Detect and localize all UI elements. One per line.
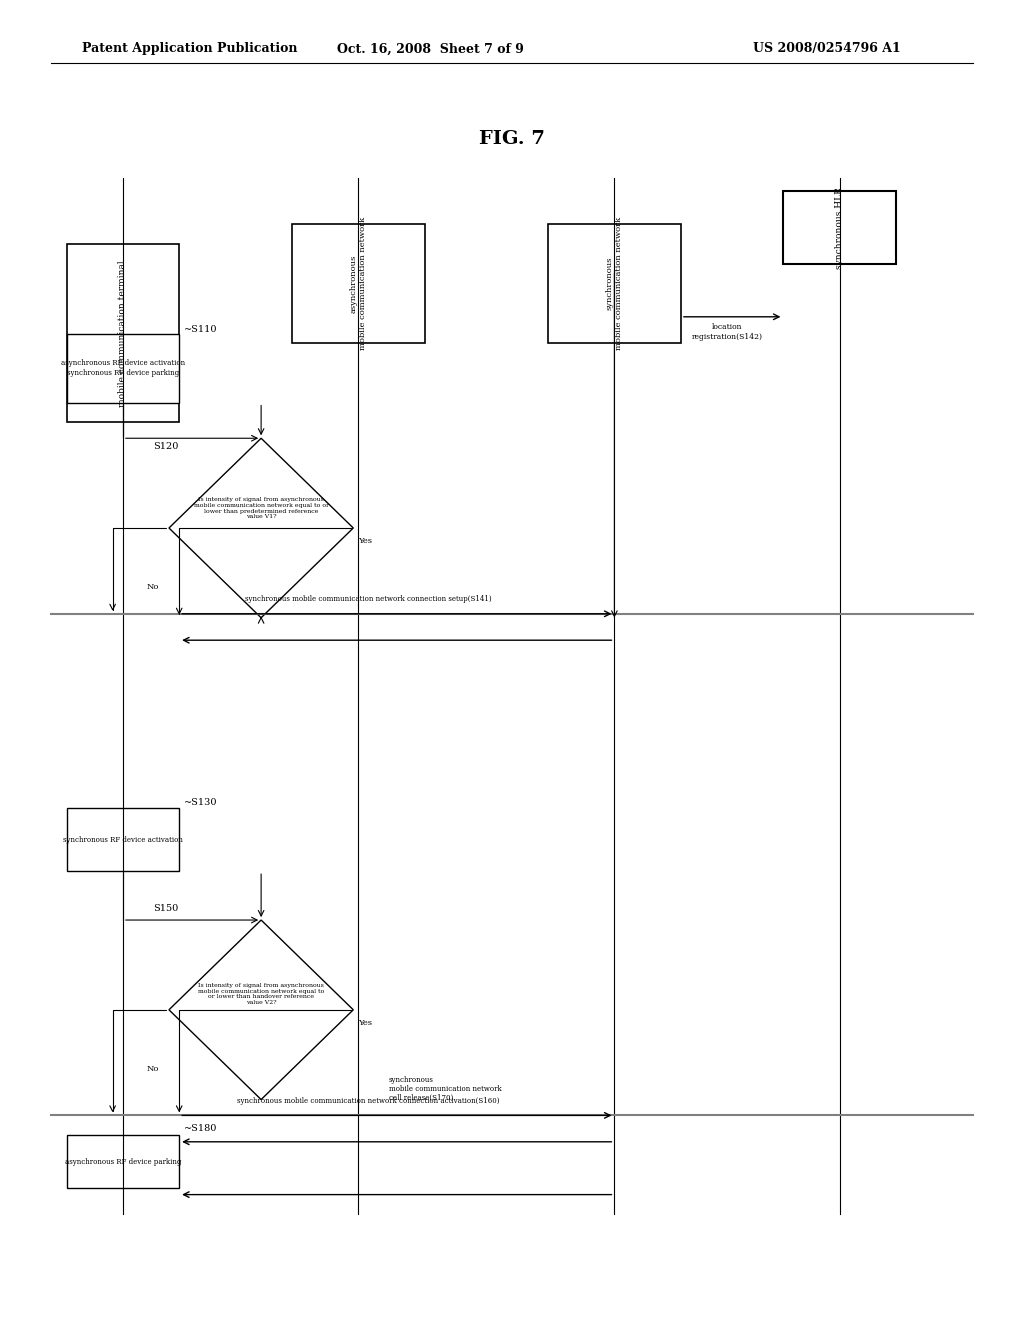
Text: Oct. 16, 2008  Sheet 7 of 9: Oct. 16, 2008 Sheet 7 of 9 — [337, 42, 523, 55]
Text: ~S130: ~S130 — [184, 799, 218, 807]
Text: synchronous RF device activation: synchronous RF device activation — [62, 836, 183, 843]
Text: synchronous mobile communication network connection setup(S141): synchronous mobile communication network… — [246, 595, 492, 603]
FancyBboxPatch shape — [67, 334, 179, 403]
Text: S120: S120 — [154, 442, 179, 450]
Text: FIG. 7: FIG. 7 — [479, 129, 545, 148]
Text: Is intensity of signal from asynchronous
mobile communication network equal to o: Is intensity of signal from asynchronous… — [194, 498, 329, 519]
Text: US 2008/0254796 A1: US 2008/0254796 A1 — [754, 42, 901, 55]
Text: mobile communication terminal: mobile communication terminal — [119, 260, 127, 407]
FancyBboxPatch shape — [548, 224, 681, 343]
Text: synchronous mobile communication network connection activation(S160): synchronous mobile communication network… — [238, 1097, 500, 1105]
Text: Yes: Yes — [358, 537, 373, 545]
FancyBboxPatch shape — [292, 224, 425, 343]
Text: synchronous
mobile communication network: synchronous mobile communication network — [605, 218, 624, 350]
Text: ~S180: ~S180 — [184, 1125, 218, 1133]
Text: Patent Application Publication: Patent Application Publication — [82, 42, 297, 55]
Text: asynchronous
mobile communication network: asynchronous mobile communication networ… — [349, 218, 368, 350]
Text: No: No — [146, 583, 159, 591]
Text: synchronous HLR: synchronous HLR — [836, 186, 844, 269]
FancyBboxPatch shape — [67, 244, 179, 422]
Text: synchronous
mobile communication network
call release(S170): synchronous mobile communication network… — [389, 1076, 502, 1102]
Text: asynchronous RF device activation
synchronous RF device parking: asynchronous RF device activation synchr… — [60, 359, 185, 378]
Text: Yes: Yes — [358, 1019, 373, 1027]
Text: asynchronous RF device parking: asynchronous RF device parking — [65, 1158, 181, 1166]
FancyBboxPatch shape — [783, 191, 896, 264]
Text: Is intensity of signal from asynchronous
mobile communication network equal to
o: Is intensity of signal from asynchronous… — [198, 983, 325, 1005]
Text: ~S110: ~S110 — [184, 326, 218, 334]
FancyBboxPatch shape — [67, 808, 179, 871]
Text: No: No — [146, 1065, 159, 1073]
Text: S150: S150 — [154, 904, 179, 912]
Text: location
registration(S142): location registration(S142) — [691, 323, 763, 341]
FancyBboxPatch shape — [67, 1135, 179, 1188]
